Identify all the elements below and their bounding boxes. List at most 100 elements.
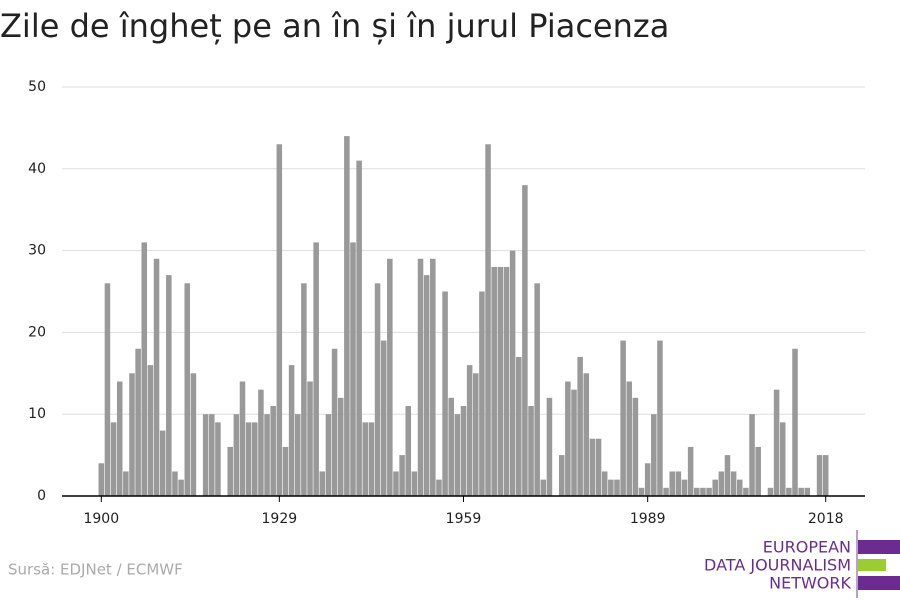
bar: [350, 242, 356, 496]
x-tick-label: 1959: [446, 511, 482, 527]
bar: [779, 422, 786, 496]
bar: [123, 471, 129, 496]
x-tick-label: 1900: [83, 511, 119, 527]
bar: [528, 406, 534, 496]
bar: [190, 373, 197, 496]
bar: [669, 471, 675, 496]
bar: [116, 381, 123, 496]
bar: [319, 471, 326, 496]
bar: [595, 438, 602, 496]
bar: [626, 381, 633, 496]
bar: [159, 430, 166, 496]
bar: [718, 471, 725, 496]
bar: [178, 479, 184, 496]
bar: [675, 471, 682, 496]
bar: [792, 348, 798, 496]
bar: [712, 479, 718, 496]
bar: [264, 414, 270, 496]
bar: [565, 381, 571, 496]
bar: [657, 340, 663, 496]
bar: [337, 397, 344, 496]
bar: [104, 283, 111, 496]
bar: [405, 406, 412, 496]
bar: [485, 144, 491, 496]
bar: [276, 144, 283, 496]
bar: [515, 356, 522, 496]
bar: [632, 397, 639, 496]
bar: [651, 414, 657, 496]
bar: [509, 250, 516, 496]
bar: [215, 422, 221, 496]
bar: [491, 266, 497, 496]
bar: [644, 463, 651, 496]
y-tick-label: 50: [28, 79, 46, 95]
bar: [417, 258, 424, 496]
bar: [663, 487, 669, 496]
y-tick-label: 30: [28, 243, 46, 259]
x-tick-label: 1989: [630, 511, 666, 527]
logo-bar: [858, 559, 886, 571]
bar: [307, 381, 313, 496]
logo-bar: [858, 576, 900, 590]
bar: [313, 242, 319, 496]
bar: [380, 340, 387, 496]
logo: EUROPEAN DATA JOURNALISM NETWORK: [704, 530, 900, 598]
bar: [209, 414, 215, 496]
bar: [558, 455, 565, 496]
bar: [473, 373, 479, 496]
bar: [730, 471, 737, 496]
logo-text: NETWORK: [769, 574, 851, 593]
bar: [202, 414, 209, 496]
bar: [571, 389, 577, 496]
bar: [773, 389, 780, 496]
bar: [172, 471, 178, 496]
bar: [503, 266, 510, 496]
bar: [184, 283, 191, 496]
bar: [227, 446, 233, 496]
bar: [724, 455, 731, 496]
chart-title: Zile de îngheț pe an în și în jurul Piac…: [0, 7, 669, 45]
logo-text: EUROPEAN: [763, 538, 851, 557]
bar: [331, 348, 338, 496]
bar: [454, 414, 461, 496]
bar: [239, 381, 246, 496]
bar: [430, 258, 436, 496]
bar: [786, 487, 792, 496]
bar: [822, 455, 829, 496]
bar: [522, 185, 528, 496]
bar: [270, 406, 276, 496]
bar: [804, 487, 811, 496]
bar: [423, 275, 430, 496]
bar: [325, 414, 332, 496]
bar: [608, 479, 614, 496]
y-tick-label: 40: [28, 161, 46, 177]
bar: [129, 373, 135, 496]
bar: [294, 414, 301, 496]
bar: [497, 266, 504, 496]
bar: [755, 446, 761, 496]
bar: [135, 348, 141, 496]
bar: [387, 258, 393, 496]
bar: [681, 479, 688, 496]
bar: [141, 242, 148, 496]
bar: [706, 487, 712, 496]
bar: [442, 291, 448, 496]
bar: [252, 422, 258, 496]
y-tick-label: 20: [28, 324, 46, 340]
bar: [301, 283, 307, 496]
bar: [282, 446, 289, 496]
bar: [577, 356, 583, 496]
bar: [374, 283, 381, 496]
bar: [749, 414, 755, 496]
bar: [460, 406, 467, 496]
bar: [540, 479, 547, 496]
bar: [411, 471, 418, 496]
bar: [700, 487, 706, 496]
bar: [393, 471, 399, 496]
bar: [399, 455, 405, 496]
bar: [147, 365, 154, 496]
bar: [589, 438, 596, 496]
bar: [583, 373, 590, 496]
bar: [638, 487, 645, 496]
